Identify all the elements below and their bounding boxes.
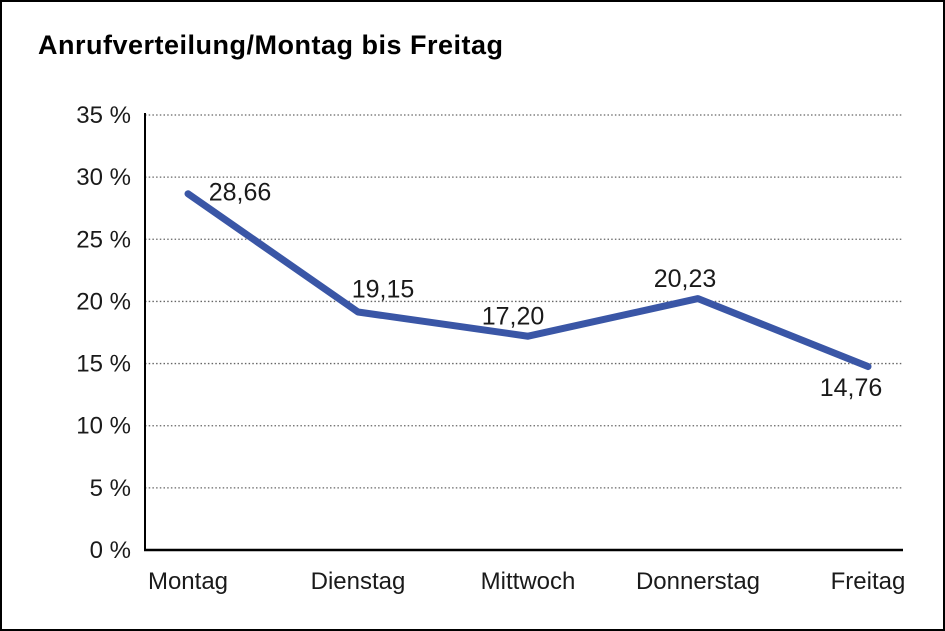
y-tick-label: 15 % (76, 351, 131, 378)
y-tick-label: 0 % (90, 537, 131, 564)
data-point-label: 14,76 (820, 374, 883, 402)
data-point-label: 20,23 (654, 265, 717, 293)
x-tick-label: Freitag (831, 568, 906, 595)
x-tick-label: Dienstag (311, 568, 406, 595)
x-tick-label: Montag (148, 568, 228, 595)
y-tick-label: 25 % (76, 226, 131, 253)
series-line (184, 190, 872, 371)
x-tick-label: Mittwoch (481, 568, 576, 595)
y-tick-label: 10 % (76, 413, 131, 440)
chart-title: Anrufverteilung/Montag bis Freitag (38, 30, 504, 60)
data-point-label: 19,15 (352, 275, 415, 303)
y-tick-label: 5 % (90, 475, 131, 502)
x-tick-label: Donnerstag (636, 568, 760, 595)
y-tick-label: 35 % (76, 102, 131, 129)
data-point-label: 28,66 (209, 178, 272, 206)
y-tick-label: 20 % (76, 288, 131, 315)
data-point-label: 17,20 (482, 303, 545, 331)
y-tick-label: 30 % (76, 164, 131, 191)
